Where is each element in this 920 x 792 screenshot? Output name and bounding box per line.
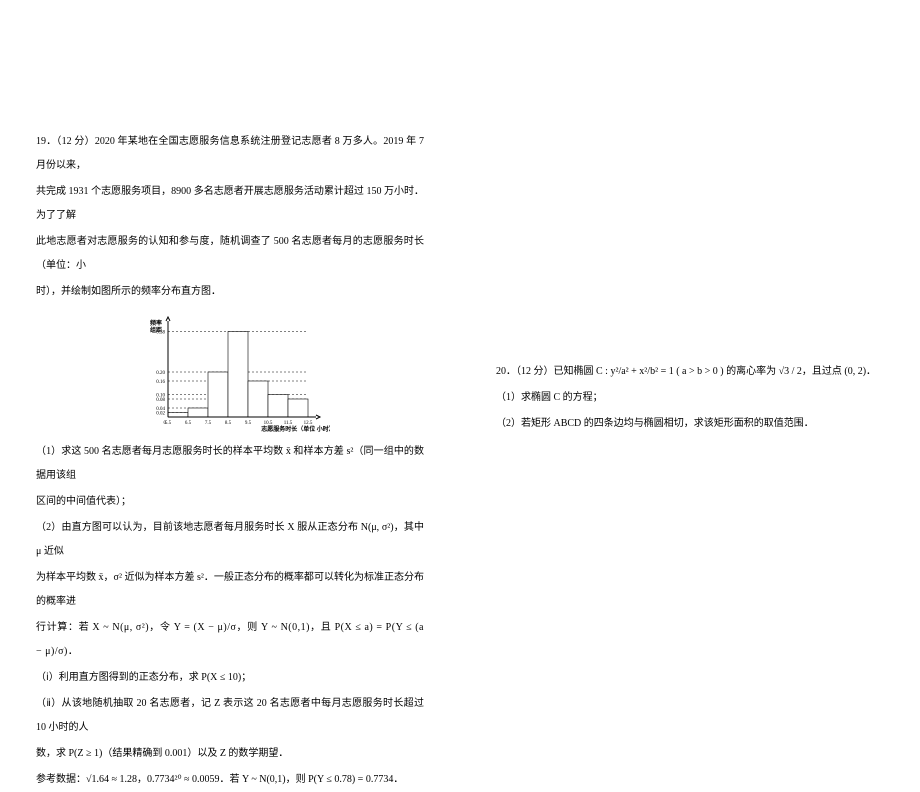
svg-text:9.5: 9.5 [245,421,252,426]
svg-text:8.5: 8.5 [225,421,232,426]
q20-p2: （1）求椭圆 C 的方程； [496,386,884,410]
q19-p2b: 区间的中间值代表）； [36,490,424,514]
histogram: 0.020.040.080.100.160.200.3805.56.57.58.… [130,312,330,432]
q20-number: 20．（12 分） [496,366,554,377]
svg-text:11.5: 11.5 [284,421,293,426]
q20-p3: （2）若矩形 ABCD 的四条边均与椭圆相切，求该矩形面积的取值范围． [496,412,884,436]
svg-text:频率: 频率 [150,319,162,327]
svg-text:组距: 组距 [150,326,162,334]
q20-line1: 20．（12 分）已知椭圆 C : y²/a² + x²/b² = 1 ( a … [496,360,884,384]
q19-p5b: 数，求 P(Z ≥ 1)（结果精确到 0.001）以及 Z 的数学期望． [36,742,424,766]
q19-p1a: 2020 年某地在全国志愿服务信息系统注册登记志愿者 8 万多人。2019 年 … [36,136,424,171]
svg-text:0.10: 0.10 [156,394,165,399]
svg-text:7.5: 7.5 [205,421,212,426]
svg-text:0.20: 0.20 [156,371,165,376]
svg-text:10.5: 10.5 [264,421,273,426]
q19-p3c: 行计算：若 X ~ N(μ, σ²)，令 Y = (X − μ)/σ，则 Y ~… [36,616,424,664]
q19-p6: 参考数据：√1.64 ≈ 1.28，0.7734²⁰ ≈ 0.0059．若 Y … [36,768,424,792]
svg-text:6.5: 6.5 [185,421,192,426]
q19-p1d: 时），并绘制如图所示的频率分布直方图． [36,280,424,304]
svg-text:0.08: 0.08 [156,398,165,403]
q19-p1c: 此地志愿者对志愿服务的认知和参与度，随机调查了 500 名志愿者每月的志愿服务时… [36,230,424,278]
svg-text:12.5: 12.5 [304,421,313,426]
q19-p3a: （2）由直方图可以认为，目前该地志愿者每月服务时长 X 服从正态分布 N(μ, … [36,516,424,564]
q20-p1: 已知椭圆 C : y²/a² + x²/b² = 1 ( a > b > 0 )… [554,366,877,377]
q19-p3b: 为样本平均数 x̄，σ² 近似为样本方差 s²．一般正态分布的概率都可以转化为标… [36,566,424,614]
svg-text:0.16: 0.16 [156,380,165,385]
q19-p2a: （1）求这 500 名志愿者每月志愿服务时长的样本平均数 x̄ 和样本方差 s²… [36,440,424,488]
svg-text:0.04: 0.04 [156,407,165,412]
q19-p5a: （ⅱ）从该地随机抽取 20 名志愿者，记 Z 表示这 20 名志愿者中每月志愿服… [36,692,424,740]
q19-p4: （ⅰ）利用直方图得到的正态分布，求 P(X ≤ 10)； [36,666,424,690]
q19-line1: 19．（12 分）2020 年某地在全国志愿服务信息系统注册登记志愿者 8 万多… [36,130,424,178]
svg-text:0.02: 0.02 [156,412,165,417]
left-column: 19．（12 分）2020 年某地在全国志愿服务信息系统注册登记志愿者 8 万多… [0,0,460,651]
svg-text:5.5: 5.5 [165,421,172,426]
q19-p1b: 共完成 1931 个志愿服务项目，8900 多名志愿者开展志愿服务活动累计超过 … [36,180,424,228]
right-column: 20．（12 分）已知椭圆 C : y²/a² + x²/b² = 1 ( a … [460,0,920,651]
svg-text:志愿服务时长（单位 小时）: 志愿服务时长（单位 小时） [261,425,330,432]
q19-number: 19．（12 分） [36,136,95,147]
